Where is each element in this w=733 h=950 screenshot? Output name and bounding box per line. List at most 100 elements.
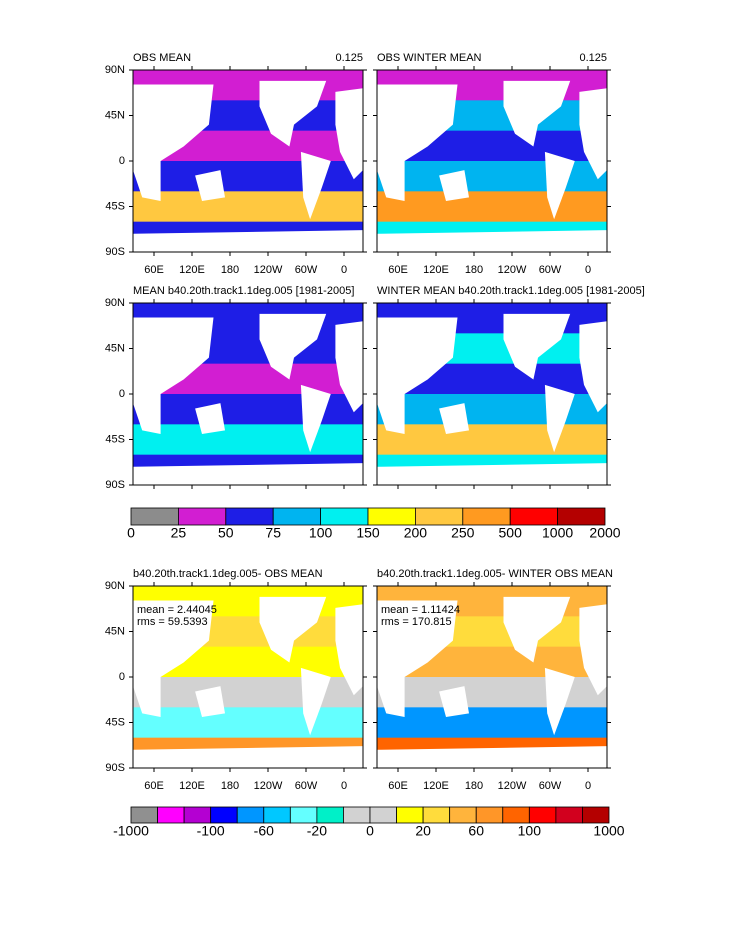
colorbar-box [528,806,557,824]
land [300,384,331,453]
land [439,403,469,435]
lon-label: 0 [585,264,591,276]
land [133,746,363,768]
colorbar-label: 25 [171,525,187,541]
map-band [377,707,607,739]
lon-label: 120W [498,264,527,276]
lat-label: 45S [105,433,125,445]
lon-label: 120E [423,780,449,792]
land [377,84,458,202]
land [133,317,214,435]
colorbar-label: 0 [366,823,374,839]
colorbar-box [157,806,185,824]
lon-label: 120W [254,780,283,792]
lon-label: 60E [144,780,164,792]
panel-title: b40.20th.track1.1deg.005- WINTER OBS MEA… [377,568,613,580]
lon-label: 120W [498,780,527,792]
panel-title: MEAN b40.20th.track1.1deg.005 [1981-2005… [133,285,354,297]
lat-label: 90S [105,479,125,491]
colorbar-label: -60 [254,823,274,839]
colorbar-label: 1000 [593,823,624,839]
lat-label: 90N [105,580,125,592]
colorbar-label: 20 [415,823,431,839]
lat-label: 90S [105,246,125,258]
land [335,88,363,180]
colorbar-box [210,806,238,824]
lon-label: 180 [465,780,483,792]
lon-label: 180 [221,264,239,276]
land [503,80,571,147]
land [439,686,469,718]
panel-stat: mean = 1.11424 [381,604,460,616]
map-panel [373,582,611,772]
panel-title: OBS MEAN [133,52,191,64]
colorbar-label: -1000 [113,823,149,839]
colorbar-label: 200 [404,525,428,541]
lon-label: 60E [388,264,408,276]
colorbar-box [130,507,179,526]
panel-scale: 0.125 [335,52,363,64]
map-panel [129,299,367,489]
lon-label: 60W [295,780,318,792]
colorbar-box [369,806,397,824]
colorbar-box [557,507,606,526]
land [259,596,327,663]
colorbar-label: -100 [197,823,225,839]
lon-label: 0 [585,780,591,792]
colorbar-label: 60 [468,823,484,839]
colorbar-label: 500 [499,525,523,541]
panel-stat: rms = 59.5393 [137,616,208,628]
colorbar-label: 50 [218,525,234,541]
lon-label: 120W [254,264,283,276]
colorbar-label: 1000 [542,525,573,541]
lon-label: 120E [179,780,205,792]
colorbar-box [183,806,212,824]
lon-label: 60W [539,264,562,276]
colorbar-box [272,507,322,526]
map-panel [129,582,367,772]
land [259,80,327,147]
lon-label: 60W [539,780,562,792]
lon-label: 180 [465,264,483,276]
lat-label: 0 [119,155,125,167]
lon-label: 60E [388,780,408,792]
land [195,686,225,718]
land [133,230,363,252]
colorbar-box [320,507,369,526]
colorbar-label: 100 [518,823,542,839]
land [579,321,607,413]
land [544,151,575,220]
colorbar-box [475,806,504,824]
land [133,84,214,202]
map-band [377,424,607,456]
land [544,384,575,453]
lat-label: 0 [119,388,125,400]
lon-label: 60W [295,264,318,276]
panel-scale: 0.125 [579,52,607,64]
lat-label: 45N [105,625,125,637]
colorbar-label: -20 [307,823,327,839]
lat-label: 0 [119,671,125,683]
panel-stat: mean = 2.44045 [137,604,217,616]
colorbar-label: 2000 [589,525,620,541]
land [544,667,575,736]
lat-label: 45S [105,716,125,728]
land [133,463,363,485]
colorbar-label: 150 [356,525,380,541]
land [377,463,607,485]
colorbar-box [177,507,227,526]
colorbar-box [414,507,464,526]
land [195,403,225,435]
lon-label: 60E [144,264,164,276]
land [377,600,458,718]
colorbar-label: 0 [127,525,135,541]
colorbar-box [316,806,344,824]
colorbar-box [422,806,451,824]
colorbar-box [582,806,610,824]
map-panel [373,66,611,256]
panel-stat: rms = 170.815 [381,616,452,628]
panel-title: b40.20th.track1.1deg.005- OBS MEAN [133,568,323,580]
land [300,151,331,220]
colorbar-box [396,806,424,824]
